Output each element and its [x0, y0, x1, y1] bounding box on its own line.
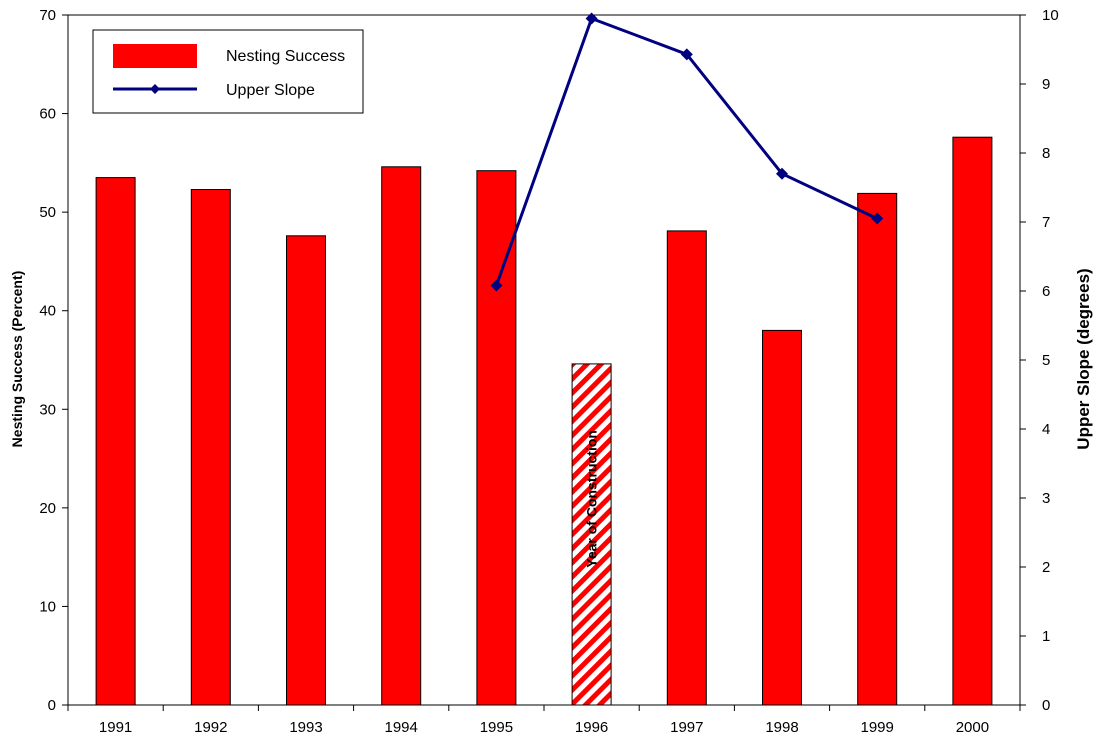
y2-tick-label-right-5: 5	[1042, 352, 1050, 369]
y2-tick-label-right-4: 4	[1042, 421, 1050, 438]
legend-label-nesting-success: Nesting Success	[226, 48, 345, 65]
bar-1991	[95, 177, 136, 706]
x-tick-label-1998: 1998	[765, 719, 798, 736]
legend-bar-swatch	[113, 44, 197, 68]
x-tick-label-1994: 1994	[385, 719, 418, 736]
legend-box	[92, 29, 364, 114]
upper-slope-point-1999	[871, 212, 884, 225]
y2-tick-label-right-0: 0	[1042, 697, 1050, 714]
x-tick-label-1999: 1999	[861, 719, 894, 736]
legend-label-upper-slope: Upper Slope	[226, 82, 315, 99]
bar-1993	[286, 235, 326, 706]
bar-1999	[857, 192, 898, 706]
y2-tick-label-right-2: 2	[1042, 559, 1050, 576]
y2-tick-label-right-8: 8	[1042, 145, 1050, 162]
x-tick-label-1993: 1993	[289, 719, 322, 736]
x-tick-label-2000: 2000	[956, 719, 989, 736]
y2-tick-label-right-10: 10	[1042, 7, 1059, 24]
legend: Nesting Success Upper Slope	[92, 29, 364, 114]
y-tick-label-left-60: 60	[39, 106, 56, 123]
x-tick-label-1997: 1997	[670, 719, 703, 736]
upper-slope-point-1997	[680, 48, 693, 61]
bar-2000	[952, 136, 993, 706]
annotation-year-of-construction: Year of Construction	[584, 430, 600, 568]
y-tick-label-left-50: 50	[39, 204, 56, 221]
bar-1995	[476, 170, 517, 706]
x-tick-label-1995: 1995	[480, 719, 513, 736]
bars-layer: Year of Construction	[95, 136, 993, 706]
y2-tick-label-right-1: 1	[1042, 628, 1050, 645]
y-tick-label-left-0: 0	[48, 697, 56, 714]
x-tick-label-1991: 1991	[99, 719, 132, 736]
bar-1998	[762, 329, 802, 706]
bar-1997	[666, 230, 707, 706]
line-layer	[490, 12, 884, 292]
upper-slope-point-1996	[585, 12, 598, 25]
y2-tick-label-right-3: 3	[1042, 490, 1050, 507]
axes-layer: 0 10 20 30 40 50 60 70 0 1 2 3 4 5 6 7 8 9 10 1991 1992 1993 1…	[39, 7, 1058, 736]
y2-tick-label-right-9: 9	[1042, 76, 1050, 93]
upper-slope-point-1998	[776, 167, 788, 180]
bar-1992	[190, 189, 231, 706]
y-axis-title-right: Upper Slope (degrees)	[1074, 268, 1093, 449]
y-axis-title-left: Nesting Success (Percent)	[9, 271, 25, 448]
bar-1994	[381, 166, 422, 706]
y-tick-label-left-40: 40	[39, 303, 56, 320]
x-tick-label-1996: 1996	[575, 719, 608, 736]
bar-1996	[571, 363, 612, 706]
y2-tick-label-right-6: 6	[1042, 283, 1050, 300]
y2-tick-label-right-7: 7	[1042, 214, 1050, 231]
y-tick-label-left-30: 30	[39, 401, 56, 418]
x-tick-label-1992: 1992	[194, 719, 227, 736]
y-tick-label-left-10: 10	[39, 598, 56, 615]
upper-slope-point-1995	[490, 279, 503, 292]
legend-diamond-marker	[150, 84, 160, 94]
y-tick-label-left-70: 70	[39, 7, 56, 24]
y-tick-label-left-20: 20	[39, 500, 56, 517]
